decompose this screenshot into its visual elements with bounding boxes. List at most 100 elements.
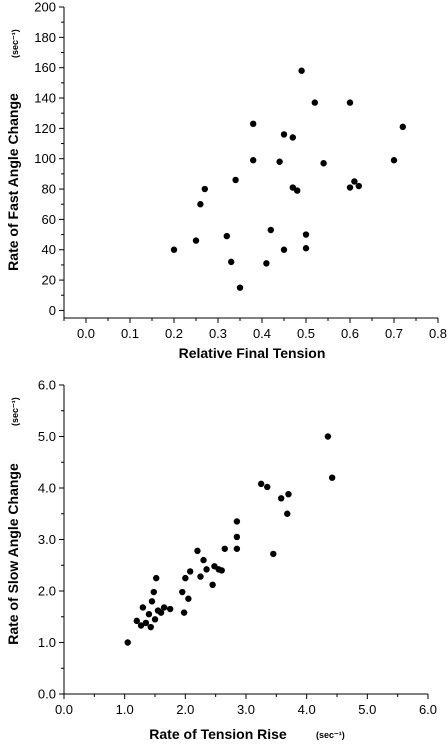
y-axis-label: Rate of Fast Angle Change <box>5 93 21 271</box>
data-point <box>294 187 301 194</box>
chart-fast-angle: 0 20 40 60 80 100 120 140 160 180 200 0.0 0.1 0.2 0.3… <box>5 0 447 361</box>
data-point <box>166 605 174 613</box>
data-point <box>390 157 398 164</box>
data-point <box>346 99 354 106</box>
data-point <box>192 237 200 244</box>
data-point <box>233 545 241 552</box>
data-point <box>302 231 310 238</box>
x-ticks: 0.0 1.0 2.0 3.0 4.0 5.0 6.0 <box>55 694 437 717</box>
data-point <box>133 617 140 625</box>
data-point <box>236 284 244 291</box>
chart-slow-angle: 0.0 1.0 2.0 3.0 4.0 5.0 6.0 0.0 1.0 2.0 3.0 4.0 5.0… <box>5 378 437 743</box>
data-point <box>197 201 204 208</box>
y-tick-label: 200 <box>34 0 56 15</box>
data-point <box>277 495 285 502</box>
data-point <box>186 568 194 575</box>
x-tick-label: 0.0 <box>55 702 73 717</box>
data-point <box>267 226 274 234</box>
data-point <box>233 518 241 525</box>
data-point <box>328 474 336 481</box>
y-axis-label-group: Rate of Fast Angle Change (sec⁻¹) <box>5 29 21 271</box>
x-axis-label: Relative Final Tension <box>179 345 326 361</box>
x-tick-label: 0.4 <box>253 326 271 341</box>
data-points <box>124 433 336 646</box>
y-ticks: 0.0 1.0 2.0 3.0 4.0 5.0 6.0 <box>38 378 64 702</box>
data-point <box>232 176 239 184</box>
data-point <box>157 609 165 616</box>
data-point <box>180 609 188 616</box>
data-point <box>160 604 168 611</box>
data-point <box>263 260 270 267</box>
data-point <box>270 550 277 558</box>
y-axis-label: Rate of Slow Angle Change <box>5 463 21 645</box>
data-point <box>147 623 154 631</box>
x-tick-label: 4.0 <box>298 702 316 717</box>
y-tick-label: 6.0 <box>38 378 56 393</box>
data-point <box>355 182 362 190</box>
y-tick-label: 140 <box>34 91 56 106</box>
data-point <box>351 178 358 185</box>
x-tick-label: 0.0 <box>77 326 95 341</box>
data-point <box>153 574 160 582</box>
data-point <box>194 547 201 555</box>
data-point <box>179 588 186 596</box>
x-tick-label: 0.3 <box>209 326 227 341</box>
data-point <box>276 158 283 165</box>
data-point <box>285 490 292 498</box>
y-tick-label: 0.0 <box>38 687 56 702</box>
y-tick-label: 0 <box>49 303 56 318</box>
y-tick-label: 2.0 <box>38 584 56 599</box>
y-axis-label-group: Rate of Slow Angle Change (sec⁻¹) <box>5 397 21 645</box>
y-tick-label: 3.0 <box>38 532 56 547</box>
data-point <box>201 185 208 193</box>
y-tick-label: 60 <box>42 212 56 227</box>
data-point <box>185 595 192 602</box>
data-point <box>250 120 257 128</box>
x-ticks: 0.0 0.1 0.2 0.3 0.4 0.5 0.6 0.7 0.8 <box>63 318 447 341</box>
data-point <box>221 545 228 552</box>
data-point <box>150 588 157 596</box>
y-axis-unit: (sec⁻¹) <box>10 29 20 58</box>
data-point <box>289 134 296 141</box>
data-point <box>148 598 156 605</box>
y-tick-label: 100 <box>34 151 56 166</box>
data-point <box>311 99 318 106</box>
x-tick-label: 0.8 <box>429 326 447 341</box>
data-point <box>218 567 225 574</box>
y-ticks: 0 20 40 60 80 100 120 140 160 180 200 <box>34 0 64 318</box>
data-point <box>142 619 150 627</box>
y-tick-label: 180 <box>34 30 56 45</box>
data-point <box>200 556 207 564</box>
data-point <box>228 258 235 266</box>
y-tick-label: 5.0 <box>38 429 56 444</box>
data-point <box>280 246 288 253</box>
y-tick-label: 160 <box>34 60 56 75</box>
x-tick-label: 0.6 <box>341 326 359 341</box>
x-tick-label: 0.1 <box>121 326 139 341</box>
x-tick-label: 0.7 <box>385 326 403 341</box>
y-tick-label: 40 <box>42 242 56 257</box>
data-point <box>182 574 189 582</box>
data-point <box>151 616 159 623</box>
data-point <box>257 480 265 488</box>
x-tick-label: 6.0 <box>419 702 437 717</box>
data-point <box>170 246 178 253</box>
data-point <box>145 610 153 618</box>
x-tick-label: 1.0 <box>116 702 134 717</box>
data-point <box>346 184 354 191</box>
data-point <box>197 573 204 580</box>
data-point <box>233 533 241 541</box>
data-point <box>137 622 145 629</box>
data-point <box>324 433 332 440</box>
x-tick-label: 2.0 <box>176 702 194 717</box>
data-point <box>399 123 406 131</box>
y-tick-label: 20 <box>42 273 56 288</box>
data-point <box>250 157 257 164</box>
data-point <box>320 160 327 167</box>
data-points <box>170 67 406 291</box>
y-tick-label: 120 <box>34 121 56 136</box>
data-point <box>203 566 210 573</box>
y-axis-unit: (sec⁻¹) <box>10 397 20 426</box>
y-tick-label: 4.0 <box>38 481 56 496</box>
y-tick-label: 80 <box>42 182 56 197</box>
